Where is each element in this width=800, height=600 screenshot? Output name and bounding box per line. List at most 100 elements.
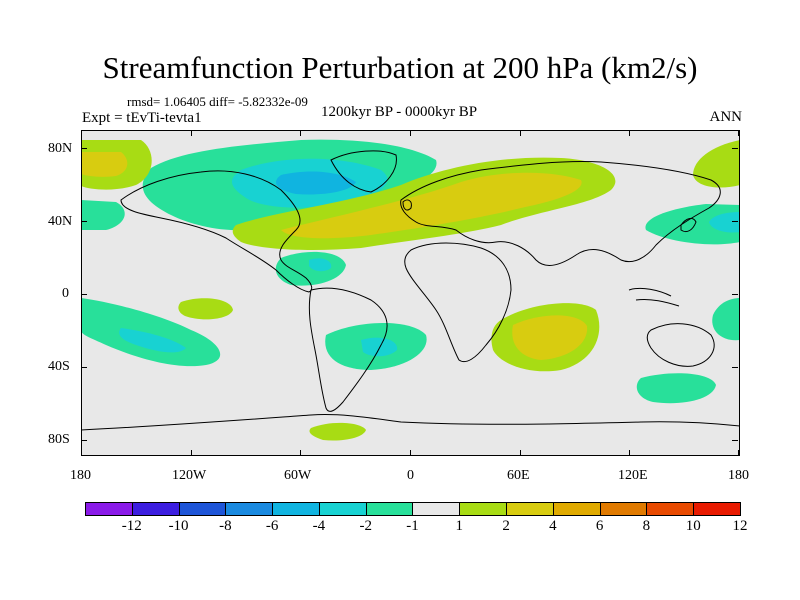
colorbar-swatch: [85, 502, 133, 516]
axis-tick: [81, 440, 87, 441]
season-label: ANN: [709, 109, 743, 125]
axis-tick: [732, 294, 738, 295]
colorbar-swatch: [552, 502, 601, 516]
coastlines: [81, 150, 740, 431]
colorbar-swatch: [506, 502, 554, 516]
colorbar-swatch: [178, 502, 227, 516]
colorbar-swatch: [225, 502, 274, 516]
colorbar: [85, 502, 741, 516]
contour-pos-cpacific: [178, 298, 233, 320]
colorbar-label: 6: [595, 518, 604, 534]
coast-japan: [680, 217, 697, 233]
colorbar-swatch: [131, 502, 180, 516]
contour-pos-arctic-east: [693, 140, 740, 188]
colorbar-swatch: [365, 502, 414, 516]
axis-tick: [300, 130, 301, 136]
colorbar-label: -12: [121, 518, 142, 534]
plot-title: Streamfunction Perturbation at 200 hPa (…: [102, 50, 698, 85]
colorbar-label: 4: [549, 518, 557, 534]
colorbar-swatch: [459, 502, 508, 516]
contour-neg-caribbean-core: [309, 258, 332, 272]
contour-neg-tropacific-core: [119, 328, 186, 353]
colorbar-swatch: [646, 502, 695, 516]
axis-tick: [81, 294, 87, 295]
colorbar-label: -4: [312, 518, 326, 534]
lat-label-40n: 40N: [48, 214, 73, 229]
contour-map: [81, 139, 740, 441]
coast-australia: [646, 323, 715, 367]
lon-label-120e: 120E: [618, 468, 648, 483]
colorbar-label: -8: [219, 518, 232, 534]
colorbar-label: 8: [642, 518, 651, 534]
contour-neg-nwpacific: [81, 200, 125, 230]
lat-label-80n: 80N: [48, 141, 73, 156]
coast-north-america: [120, 170, 313, 293]
axis-tick: [191, 450, 192, 456]
contour-neg-tropacific: [81, 298, 221, 367]
lat-label-40s: 40S: [48, 359, 70, 374]
coast-eurasia: [400, 161, 721, 266]
colorbar-label: -1: [406, 518, 419, 534]
axis-tick: [732, 148, 738, 149]
lon-label-0: 0: [407, 468, 414, 483]
lat-label-eq: 0: [62, 286, 69, 301]
lat-label-80s: 80S: [48, 432, 70, 447]
lon-label-180e: 180: [728, 468, 749, 483]
colorbar-label: 10: [685, 518, 701, 534]
coast-greenland: [330, 150, 397, 193]
lon-label-60w: 60W: [284, 468, 312, 483]
coast-africa: [404, 242, 512, 363]
colorbar-swatch: [599, 502, 648, 516]
map-frame: [81, 130, 740, 456]
colorbar-swatch: [693, 502, 741, 516]
colorbar-label: -2: [359, 518, 372, 534]
axis-tick: [81, 450, 82, 456]
lon-label-60e: 60E: [507, 468, 530, 483]
lon-label-120w: 120W: [172, 468, 207, 483]
axis-tick: [738, 450, 739, 456]
axis-tick: [81, 130, 82, 136]
colorbar-label: -6: [265, 518, 279, 534]
contour-pos-eurasia-core: [281, 172, 582, 239]
colorbar-label: 12: [732, 518, 748, 534]
contour-pos-antarctic: [309, 422, 366, 441]
axis-tick: [520, 130, 521, 136]
axis-tick: [81, 221, 87, 222]
axis-tick: [732, 367, 738, 368]
axis-tick: [191, 130, 192, 136]
experiment-label: Expt = tEvTi-tevta1: [82, 110, 202, 126]
axis-tick: [81, 367, 87, 368]
contour-pos-indian-core: [512, 315, 588, 360]
coast-uk: [402, 199, 412, 211]
contour-pos-arctic-west-core: [81, 152, 128, 177]
coast-indonesia: [628, 287, 680, 307]
colorbar-swatch: [272, 502, 320, 516]
contour-neg-sindian: [636, 373, 716, 404]
axis-tick: [738, 130, 739, 136]
coast-antarctica: [81, 414, 740, 431]
contour-neg-samerica-core: [361, 337, 398, 357]
colorbar-label: -10: [168, 518, 189, 534]
colorbar-swatch: [318, 502, 367, 516]
axis-tick: [732, 221, 738, 222]
coast-south-america: [308, 287, 388, 412]
axis-tick: [629, 450, 630, 456]
axis-tick: [410, 450, 411, 456]
contour-neg-natlantic-inner: [276, 171, 356, 195]
contour-neg-npacific: [645, 204, 740, 245]
map-panel: [81, 130, 740, 456]
axis-tick: [732, 440, 738, 441]
axis-tick: [81, 148, 87, 149]
axis-tick: [410, 130, 411, 136]
colorbar-label: 1: [455, 518, 464, 534]
colorbar-label: 2: [502, 518, 510, 534]
colorbar-swatch: [412, 502, 461, 516]
axis-tick: [520, 450, 521, 456]
axis-tick: [300, 450, 301, 456]
contour-neg-swpacific: [712, 298, 740, 341]
stats-line: rmsd= 1.06405 diff= -5.82332e-09: [127, 94, 308, 109]
contour-neg-npacific-core: [709, 212, 740, 233]
contour-neg-caribbean: [275, 251, 346, 286]
lon-label-180w: 180: [70, 468, 91, 483]
period-label: 1200kyr BP - 0000kyr BP: [321, 104, 478, 120]
